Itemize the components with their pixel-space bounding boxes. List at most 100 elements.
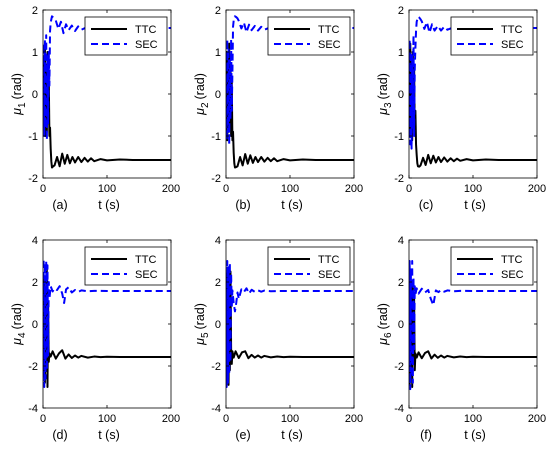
legend-label-ttc: TTC (501, 24, 522, 36)
legend-box (267, 16, 351, 56)
y-tick-label: -2 (211, 173, 221, 185)
y-tick-label: -4 (28, 403, 38, 415)
y-label-unit: (rad) (193, 73, 207, 99)
x-tick-label: 100 (98, 413, 116, 425)
y-label-greek: μ (376, 108, 390, 116)
y-label-subscript: 6 (383, 332, 394, 338)
panel-f: 0 100 200 -4 -2 0 2 4 μ6 (rad) (f) t (s) TTC SEC (376, 235, 546, 442)
panel-label: (c) (419, 198, 434, 212)
legend-label-sec: SEC (501, 39, 524, 51)
legend-label-ttc: TTC (318, 24, 339, 36)
x-tick-label: 200 (345, 413, 363, 425)
x-tick-label: 200 (345, 183, 363, 195)
series-line-sec (226, 260, 354, 388)
x-tick-label: 200 (528, 413, 546, 425)
legend-box (84, 16, 168, 56)
panel-label: (a) (52, 198, 67, 212)
y-label-subscript: 3 (383, 102, 394, 108)
y-axis-label: μ3 (rad) (376, 73, 394, 116)
y-label-unit: (rad) (10, 303, 24, 329)
panel-label: (f) (420, 428, 432, 442)
y-label-greek: μ (193, 108, 207, 116)
x-tick-label: 200 (528, 183, 546, 195)
x-axis-label: t (s) (464, 428, 486, 442)
y-tick-label: 2 (398, 5, 404, 17)
x-tick-label: 0 (40, 413, 46, 425)
panel-label: (e) (235, 428, 250, 442)
y-tick-label: 0 (32, 89, 38, 101)
x-tick-label: 0 (40, 183, 46, 195)
series-line-sec (43, 257, 171, 388)
y-tick-label: -2 (211, 361, 221, 373)
legend-box (450, 16, 534, 56)
y-label-greek: μ (10, 338, 24, 346)
legend-box (450, 246, 534, 286)
y-axis-label: μ2 (rad) (193, 73, 211, 116)
y-tick-label: -1 (211, 131, 221, 143)
y-axis-label: μ4 (rad) (10, 303, 28, 346)
y-label-greek: μ (193, 338, 207, 346)
series-line-sec (43, 15, 171, 142)
y-label-subscript: 1 (17, 102, 28, 108)
x-tick-label: 100 (464, 413, 482, 425)
y-tick-label: 1 (215, 47, 221, 59)
legend-label-sec: SEC (318, 269, 341, 281)
y-tick-label: 0 (398, 319, 404, 331)
legend-label-sec: SEC (135, 269, 158, 281)
y-tick-label: -1 (394, 131, 404, 143)
y-tick-label: 0 (32, 319, 38, 331)
y-tick-label: 4 (398, 235, 404, 247)
y-label-subscript: 5 (200, 332, 211, 338)
y-tick-label: -2 (394, 173, 404, 185)
y-tick-label: 0 (215, 319, 221, 331)
y-tick-label: -2 (28, 361, 38, 373)
y-tick-label: 2 (215, 5, 221, 17)
series-line-ttc (43, 46, 171, 169)
x-tick-label: 0 (223, 183, 229, 195)
y-label-subscript: 4 (17, 332, 28, 338)
x-tick-label: 0 (223, 413, 229, 425)
x-axis-label: t (s) (281, 198, 303, 212)
y-axis-label: μ6 (rad) (376, 303, 394, 346)
legend-box (267, 246, 351, 286)
legend-label-ttc: TTC (135, 254, 156, 266)
y-label-unit: (rad) (193, 303, 207, 329)
legend-box (84, 246, 168, 286)
x-tick-label: 200 (162, 183, 180, 195)
y-tick-label: 2 (215, 277, 221, 289)
x-tick-label: 100 (281, 183, 299, 195)
panel-label: (b) (235, 198, 250, 212)
x-tick-label: 0 (406, 413, 412, 425)
legend-label-sec: SEC (501, 269, 524, 281)
y-tick-label: 0 (398, 89, 404, 101)
y-tick-label: -2 (28, 173, 38, 185)
y-tick-label: -4 (394, 403, 404, 415)
y-tick-label: -2 (394, 361, 404, 373)
y-label-greek: μ (10, 108, 24, 116)
y-label-unit: (rad) (376, 303, 390, 329)
x-axis-label: t (s) (98, 198, 120, 212)
panel-label: (d) (52, 428, 67, 442)
x-tick-label: 200 (162, 413, 180, 425)
series-line-sec (226, 15, 354, 146)
y-tick-label: 4 (215, 235, 221, 247)
series-line-ttc (409, 274, 537, 388)
y-tick-label: 1 (32, 47, 38, 59)
y-label-unit: (rad) (376, 73, 390, 99)
y-label-greek: μ (376, 338, 390, 346)
y-label-unit: (rad) (10, 73, 24, 99)
x-tick-label: 0 (406, 183, 412, 195)
legend-label-ttc: TTC (501, 254, 522, 266)
x-tick-label: 100 (464, 183, 482, 195)
legend-label-sec: SEC (135, 39, 158, 51)
y-axis-label: μ1 (rad) (10, 73, 28, 116)
y-tick-label: 0 (215, 89, 221, 101)
y-axis-label: μ5 (rad) (193, 303, 211, 346)
panel-c: 0 100 200 -2 -1 0 1 2 μ3 (rad) (c) t (s) TTC SEC (376, 5, 546, 212)
series-line-sec (409, 15, 537, 150)
x-tick-label: 100 (98, 183, 116, 195)
